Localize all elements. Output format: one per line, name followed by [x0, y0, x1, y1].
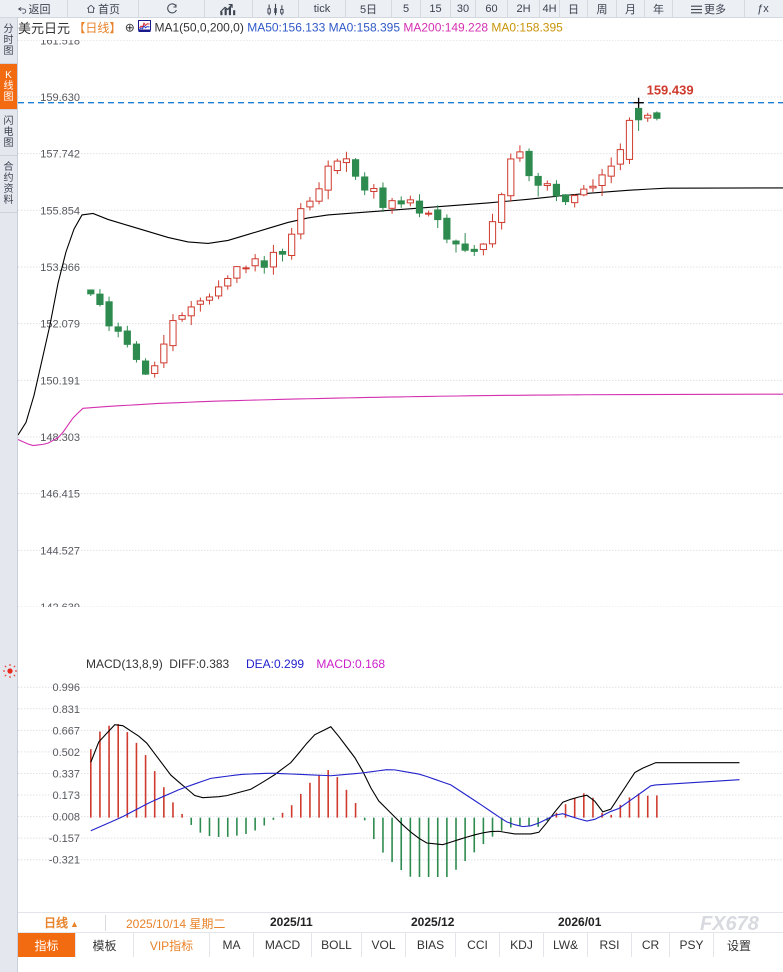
svg-text:148.303: 148.303: [40, 432, 80, 444]
svg-text:-0.321: -0.321: [49, 855, 80, 867]
svg-text:DIFF:0.383: DIFF:0.383: [169, 657, 229, 671]
svg-text:0.337: 0.337: [52, 768, 80, 780]
svg-text:157.742: 157.742: [40, 149, 80, 161]
svg-text:159.439: 159.439: [647, 83, 694, 98]
svg-text:0.831: 0.831: [52, 704, 80, 716]
svg-text:0.173: 0.173: [52, 790, 80, 802]
svg-text:0.996: 0.996: [52, 682, 80, 694]
svg-text:150.191: 150.191: [40, 375, 80, 387]
svg-text:161.518: 161.518: [40, 40, 80, 47]
svg-text:153.966: 153.966: [40, 262, 80, 274]
svg-text:0.667: 0.667: [52, 725, 80, 737]
svg-text:144.527: 144.527: [40, 545, 80, 557]
svg-text:DEA:0.299: DEA:0.299: [246, 657, 304, 671]
svg-text:MACD(13,8,9): MACD(13,8,9): [86, 657, 163, 671]
svg-text:-0.157: -0.157: [49, 833, 80, 845]
svg-text:142.639: 142.639: [40, 602, 80, 607]
svg-text:MACD:0.168: MACD:0.168: [316, 657, 385, 671]
svg-text:152.079: 152.079: [40, 319, 80, 331]
svg-text:155.854: 155.854: [40, 205, 80, 217]
svg-text:146.415: 146.415: [40, 489, 80, 501]
svg-text:0.502: 0.502: [52, 747, 80, 759]
svg-text:0.008: 0.008: [52, 812, 80, 824]
